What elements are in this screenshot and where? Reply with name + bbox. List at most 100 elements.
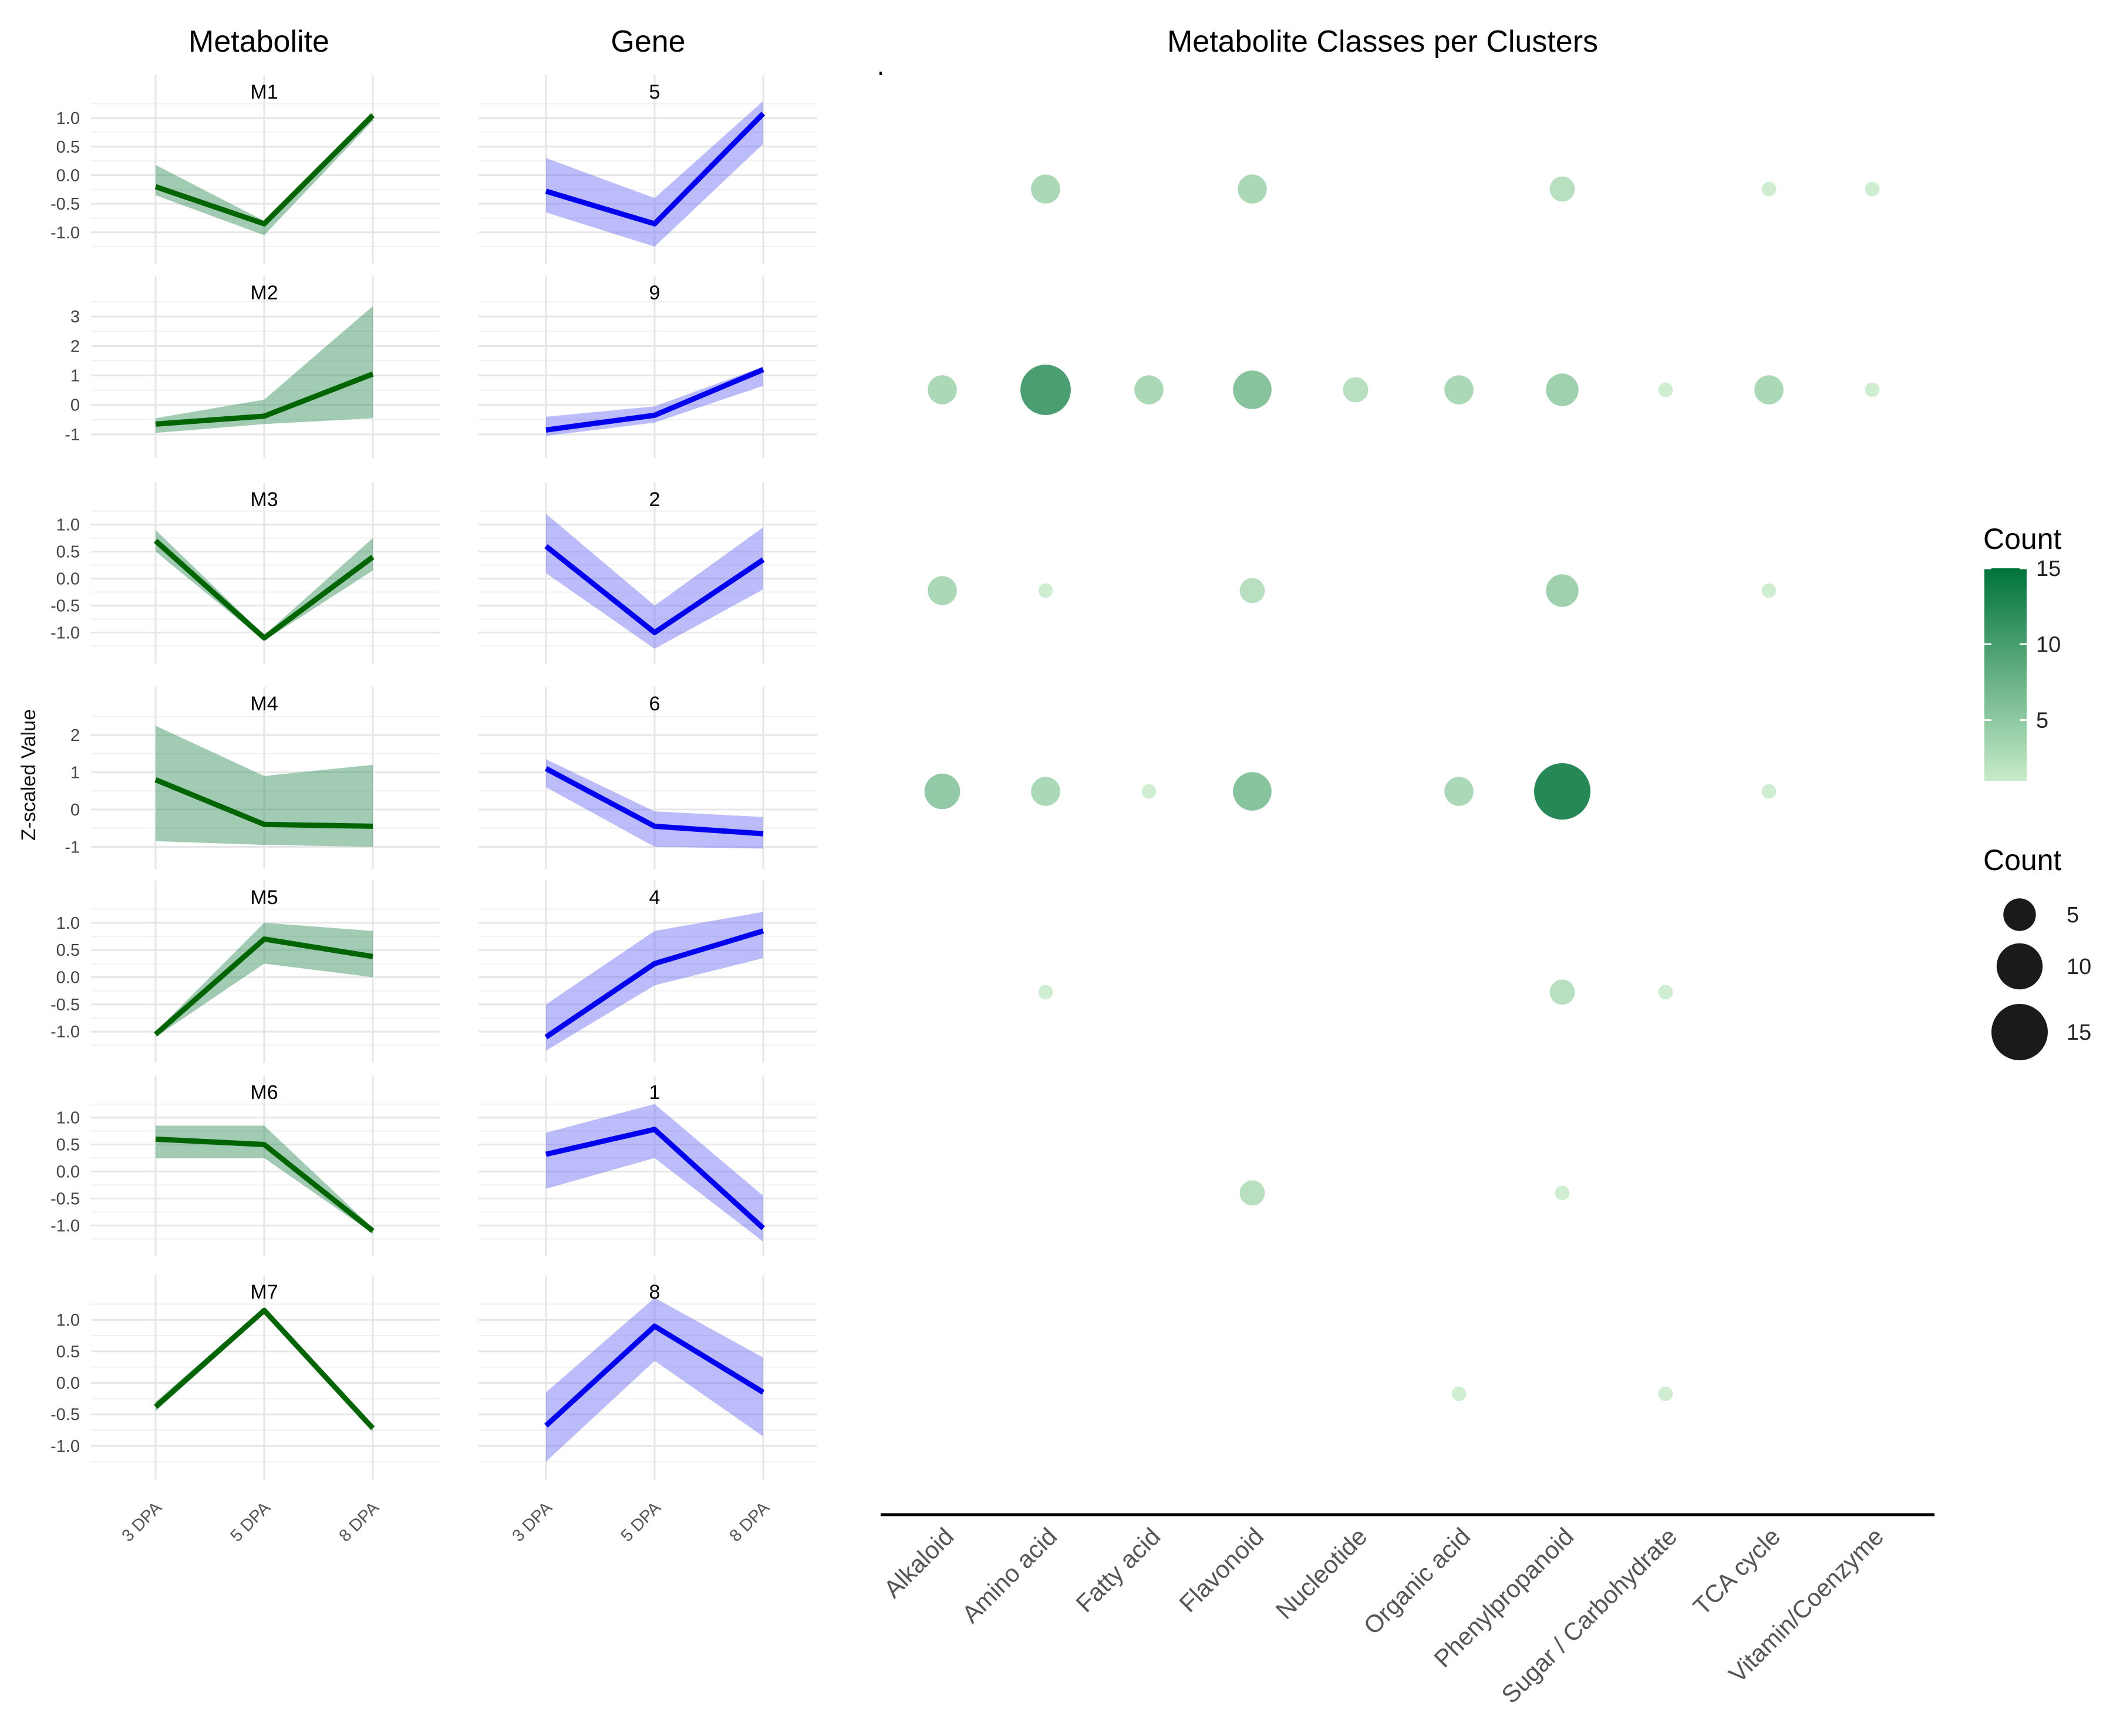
x-tick-label: 5 DPA — [227, 1498, 275, 1546]
bubble-point — [1238, 174, 1267, 204]
category-label: Nucleotide — [1270, 1522, 1373, 1624]
bubble-point — [1549, 176, 1575, 202]
metabolite-column-title: Metabolite — [188, 25, 329, 59]
series-line-6 — [544, 766, 764, 837]
y-tick-label: 0.5 — [56, 138, 80, 157]
y-tick-label: 1.0 — [56, 1311, 80, 1330]
confidence-band — [546, 1104, 763, 1242]
panel-title: M2 — [250, 282, 278, 304]
size-legend-title: Count — [1983, 844, 2062, 877]
x-tick-label: 5 DPA — [618, 1498, 665, 1546]
y-tick-label: 1 — [70, 367, 80, 386]
size-tick-label: 10 — [2067, 955, 2091, 979]
bubble-point — [1761, 181, 1777, 197]
confidence-band — [546, 1297, 763, 1462]
bubble-point — [1555, 1185, 1570, 1201]
y-tick-label: -0.5 — [50, 1189, 80, 1208]
panel-title: 8 — [649, 1281, 660, 1303]
size-legend-key — [1991, 1004, 2048, 1060]
series-line-M1 — [154, 113, 375, 227]
bubble-point — [1141, 784, 1157, 799]
size-legend-key — [1996, 943, 2043, 990]
y-tick-label: 0.5 — [56, 543, 80, 562]
bubble-point — [1549, 979, 1575, 1005]
y-tick-label: -0.5 — [50, 1405, 80, 1424]
series-line-4 — [544, 928, 764, 1040]
bubble-point — [1233, 370, 1272, 409]
y-tick-label: -1 — [65, 838, 80, 857]
bubble-point — [1444, 375, 1474, 404]
confidence-band — [546, 514, 763, 649]
panel-title: M1 — [250, 81, 278, 103]
x-tick-label: 3 DPA — [509, 1498, 557, 1546]
y-tick-label: -0.5 — [50, 596, 80, 615]
color-bar — [1984, 568, 2027, 781]
series-line-8 — [544, 1323, 765, 1428]
y-tick-label: 0.0 — [56, 969, 80, 987]
panel-title: M7 — [250, 1281, 278, 1303]
y-tick-label: 0.0 — [56, 570, 80, 589]
y-tick-label: 0.5 — [56, 941, 80, 960]
y-tick-label: 0.5 — [56, 1136, 80, 1155]
y-tick-label: -1 — [65, 426, 80, 444]
metabolite-panel-M7: M7 1.0 0.5 0.0 -0.5 -1.0 — [50, 1275, 440, 1479]
panel-title: M4 — [250, 693, 278, 715]
size-legend-key — [2003, 898, 2036, 931]
gene-panel-1: 1 — [478, 1076, 817, 1256]
gene-panel-8: 8 — [478, 1275, 817, 1479]
color-legend-title: Count — [1983, 523, 2062, 555]
series-line-M4 — [154, 777, 373, 829]
y-tick-label: 2 — [70, 337, 80, 356]
metabolite-panel-M1: M1 1.0 0.5 0.0 -0.5 -1.0 — [50, 75, 440, 264]
bubble-point — [1031, 777, 1060, 806]
y-tick-label: 1.0 — [56, 1109, 80, 1128]
panel-title: 5 — [649, 81, 660, 103]
category-label: Fatty acid — [1070, 1522, 1165, 1617]
category-label: Sugar / Carbohydrate — [1496, 1522, 1682, 1708]
confidence-band — [546, 366, 763, 436]
panel-title: 6 — [649, 693, 660, 715]
series-line-M2 — [155, 371, 374, 427]
confidence-band — [156, 306, 373, 433]
x-tick-label: 8 DPA — [726, 1498, 774, 1546]
y-tick-label: 1 — [70, 763, 80, 782]
bubble-point — [1038, 985, 1053, 1000]
size-tick-label: 15 — [2067, 1020, 2091, 1045]
y-tick-label: 0.5 — [56, 1343, 80, 1361]
y-tick-label: -1.0 — [50, 224, 80, 242]
metabolite-panel-M2: M2 3 2 1 0 -1 — [65, 276, 440, 458]
bubble-point — [1534, 763, 1590, 820]
panel-title: 4 — [649, 886, 660, 909]
category-label: Organic acid — [1358, 1522, 1475, 1640]
panel-title: M6 — [250, 1081, 278, 1104]
bubble-point — [1134, 375, 1164, 404]
bubble-chart-title: Metabolite Classes per Clusters — [1167, 25, 1598, 59]
y-tick-label: -1.0 — [50, 1023, 80, 1041]
series-line-1 — [545, 1127, 766, 1231]
gene-panel-4: 4 — [478, 881, 817, 1063]
bubble-point — [1444, 777, 1474, 806]
x-tick-label: 8 DPA — [336, 1498, 383, 1546]
gene-column-title: Gene — [611, 25, 685, 59]
y-tick-label: 1.0 — [56, 109, 80, 128]
bubble-point — [1031, 174, 1060, 204]
y-tick-label: 0 — [70, 801, 80, 820]
y-tick-label: -0.5 — [50, 195, 80, 214]
metabolite-panel-M3: M3 1.0 0.5 0.0 -0.5 -1.0 — [50, 483, 440, 663]
gene-panel-5: 5 — [478, 75, 817, 264]
metabolite-panel-M5: M5 1.0 0.5 0.0 -0.5 -1.0 — [50, 881, 440, 1063]
confidence-band — [156, 530, 373, 641]
y-tick-label: -0.5 — [50, 996, 80, 1014]
bubble-point — [1865, 181, 1880, 197]
confidence-band — [156, 1125, 373, 1234]
bubble-point — [1239, 1180, 1265, 1206]
y-tick-label: 1.0 — [56, 516, 80, 535]
metabolite-panel-M4: M4 2 1 0 -1 — [65, 687, 440, 869]
category-label: TCA cycle — [1687, 1522, 1785, 1620]
y-tick-label: 1.0 — [56, 914, 80, 933]
bubble-point — [1761, 583, 1777, 598]
panel-title: 2 — [649, 488, 660, 511]
x-tick-label: 3 DPA — [119, 1498, 166, 1546]
y-tick-label: 0 — [70, 396, 80, 415]
